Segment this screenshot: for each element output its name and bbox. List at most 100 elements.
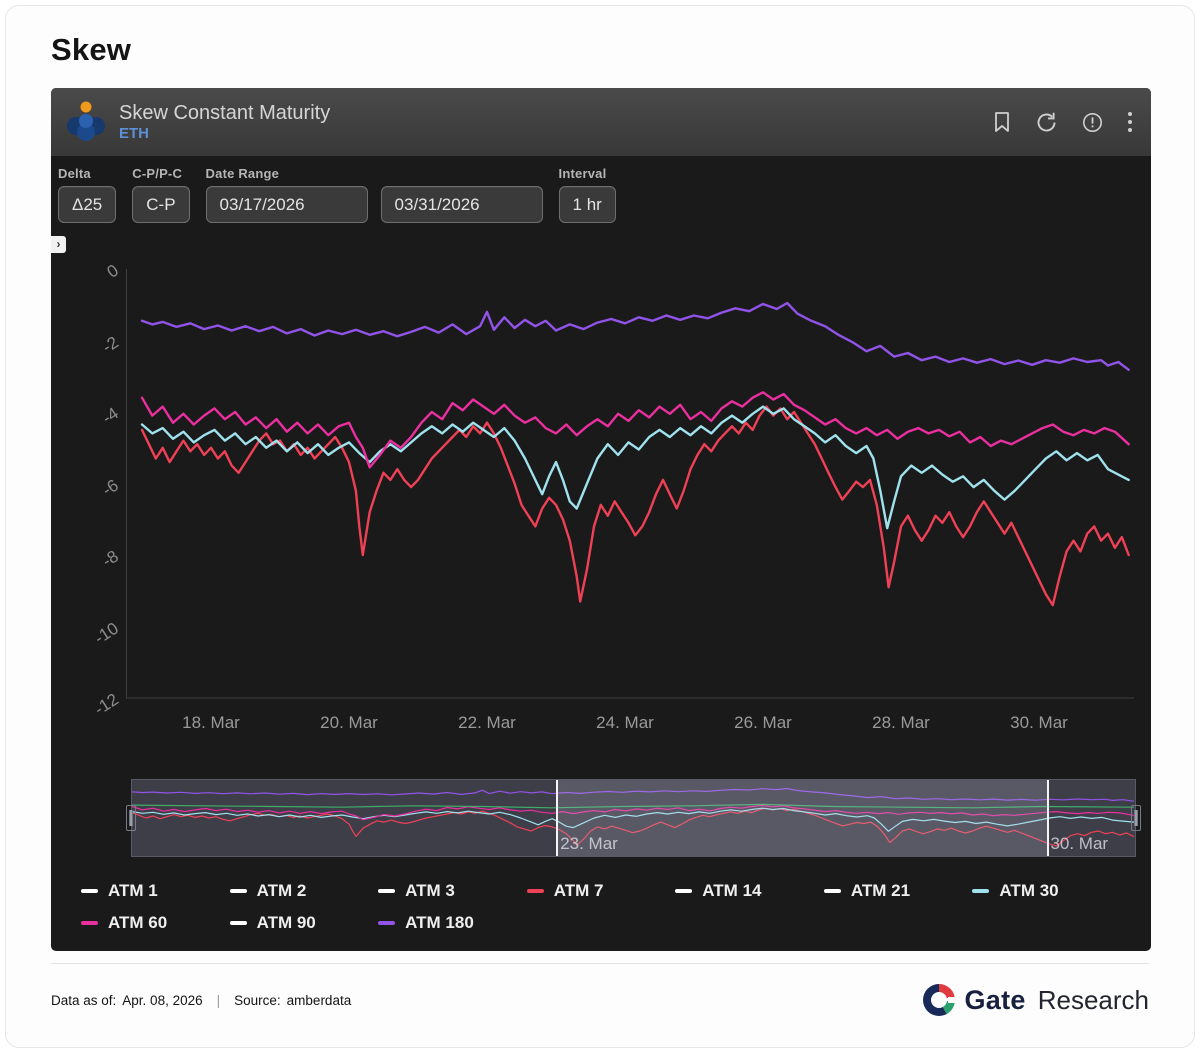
- date-range-label: Date Range: [205, 166, 280, 181]
- legend-dash-icon: [675, 889, 693, 893]
- legend-label: ATM 60: [108, 913, 168, 932]
- legend-dash-icon: [378, 889, 396, 893]
- y-tick-label: -10: [90, 618, 122, 648]
- kebab-menu-icon[interactable]: [1127, 111, 1133, 133]
- legend-item-atm-60[interactable]: ATM 60: [81, 913, 230, 933]
- data-as-of-value: Apr. 08, 2026: [122, 992, 203, 1008]
- sidebar-expander-button[interactable]: ›: [51, 236, 66, 253]
- legend-label: ATM 1: [108, 881, 158, 900]
- legend-item-atm-2[interactable]: ATM 2: [229, 881, 379, 901]
- x-tick-label: 24. Mar: [596, 713, 654, 732]
- cp-pc-control: C-P/P-C C-P: [132, 166, 190, 223]
- interval-label: Interval: [558, 166, 607, 181]
- series-line: [140, 301, 1130, 372]
- series-line: [140, 391, 1130, 469]
- series-line: [140, 405, 1130, 530]
- y-tick-label: -8: [98, 546, 122, 571]
- widget-title: Skew Constant Maturity: [119, 102, 331, 124]
- divider: [51, 963, 1149, 964]
- legend-item-atm-30[interactable]: ATM 30: [972, 881, 1121, 901]
- page-title: Skew: [51, 32, 132, 67]
- legend-label: ATM 14: [702, 881, 762, 900]
- navigator-scroll-left-handle[interactable]: [126, 805, 136, 831]
- y-tick-label: -4: [98, 403, 122, 428]
- skew-chart-widget: Skew Constant Maturity ETH: [51, 88, 1151, 951]
- legend-dash-icon: [378, 921, 396, 925]
- x-tick-label: 18. Mar: [182, 713, 240, 732]
- series-line: [140, 405, 1130, 607]
- navigator-handle-left[interactable]: [556, 780, 559, 856]
- separator: |: [216, 992, 221, 1008]
- gate-logo-icon: [923, 984, 957, 1016]
- legend-label: ATM 30: [999, 881, 1059, 900]
- legend-item-atm-180[interactable]: ATM 180: [378, 913, 527, 933]
- series-line: [132, 804, 1135, 821]
- source-label: Source:: [234, 992, 281, 1008]
- series-line: [132, 787, 1135, 802]
- x-tick-label: 28. Mar: [872, 713, 930, 732]
- x-tick-label: 20. Mar: [320, 713, 378, 732]
- date-end-input[interactable]: [380, 186, 543, 223]
- legend-dash-icon: [823, 889, 841, 893]
- legend-label: ATM 2: [256, 881, 307, 900]
- y-tick-label: 0: [103, 260, 122, 282]
- series-line: [132, 807, 1135, 832]
- legend-label: ATM 21: [850, 881, 911, 900]
- legend-label: ATM 7: [553, 881, 604, 900]
- plot-area[interactable]: [126, 267, 1136, 707]
- legend-item-atm-21[interactable]: ATM 21: [823, 881, 973, 901]
- legend: ATM 1 ATM 2 ATM 3 ATM 7 ATM 14 ATM 21 ATM 30 AT…: [81, 881, 1121, 951]
- cp-pc-select[interactable]: C-P: [132, 186, 190, 223]
- data-as-of-label: Data as of:: [51, 992, 117, 1008]
- refresh-icon[interactable]: [1035, 111, 1058, 134]
- widget-header: Skew Constant Maturity ETH: [51, 88, 1151, 156]
- interval-select[interactable]: 1 hr: [558, 186, 616, 223]
- brand-name: Gate: [964, 984, 1026, 1015]
- date-start-input[interactable]: [205, 186, 368, 223]
- legend-item-atm-7[interactable]: ATM 7: [526, 881, 676, 901]
- controls-bar: Delta Δ25 C-P/P-C C-P Date Range Interva…: [51, 156, 1151, 237]
- y-tick-label: -2: [98, 332, 122, 357]
- amberdata-logo-icon: [61, 98, 111, 146]
- interval-control: Interval 1 hr: [558, 166, 616, 223]
- legend-item-atm-3[interactable]: ATM 3: [378, 881, 527, 901]
- x-tick-label: 30. Mar: [1010, 713, 1068, 732]
- navigator-handle-right[interactable]: [1046, 780, 1049, 856]
- navigator-plot[interactable]: [132, 780, 1137, 858]
- legend-item-atm-14[interactable]: ATM 14: [675, 881, 824, 901]
- navigator-scroll-right-handle[interactable]: [1131, 805, 1141, 831]
- x-tick-label: 22. Mar: [458, 713, 516, 732]
- legend-item-atm-1[interactable]: ATM 1: [81, 881, 230, 901]
- footer: Data as of: Apr. 08, 2026 | Source: ambe…: [51, 964, 1149, 1036]
- navigator-date-label: 23. Mar: [560, 834, 618, 853]
- main-chart[interactable]: 0 -2 -4 -6 -8 -10 -12 18. Mar 20. Mar 22. Mar 24.…: [51, 261, 1151, 745]
- bookmark-icon[interactable]: [993, 111, 1011, 133]
- alert-icon[interactable]: [1082, 112, 1103, 133]
- page: Skew Skew Constant Maturity ETH: [5, 5, 1195, 1048]
- series-line: [132, 803, 1135, 809]
- y-tick-label: -12: [90, 689, 122, 719]
- delta-select[interactable]: Δ25: [58, 186, 117, 223]
- footer-meta: Data as of: Apr. 08, 2026 | Source: ambe…: [51, 993, 351, 1008]
- legend-label: ATM 3: [405, 881, 455, 900]
- date-range-control: Date Range: [205, 166, 543, 223]
- legend-dash-icon: [526, 889, 544, 893]
- x-tick-label: 26. Mar: [734, 713, 792, 732]
- cp-pc-label: C-P/P-C: [132, 166, 183, 181]
- legend-dash-icon: [229, 921, 247, 925]
- navigator-date-label: 30. Mar: [1050, 834, 1109, 853]
- source-value: amberdata: [286, 992, 352, 1008]
- legend-label: ATM 90: [256, 913, 316, 932]
- legend-dash-icon: [81, 921, 98, 925]
- legend-label: ATM 180: [405, 913, 474, 932]
- gate-research-logo: Gate Research: [923, 984, 1149, 1016]
- delta-control: Delta Δ25: [58, 166, 117, 223]
- legend-dash-icon: [972, 889, 990, 893]
- y-tick-label: -6: [98, 475, 122, 500]
- legend-item-atm-90[interactable]: ATM 90: [229, 913, 379, 933]
- navigator[interactable]: 23. Mar 30. Mar: [126, 779, 1141, 858]
- widget-asset-label: ETH: [119, 125, 149, 142]
- legend-dash-icon: [81, 889, 98, 893]
- navigator-selected-range[interactable]: [557, 780, 1048, 856]
- legend-dash-icon: [229, 889, 247, 893]
